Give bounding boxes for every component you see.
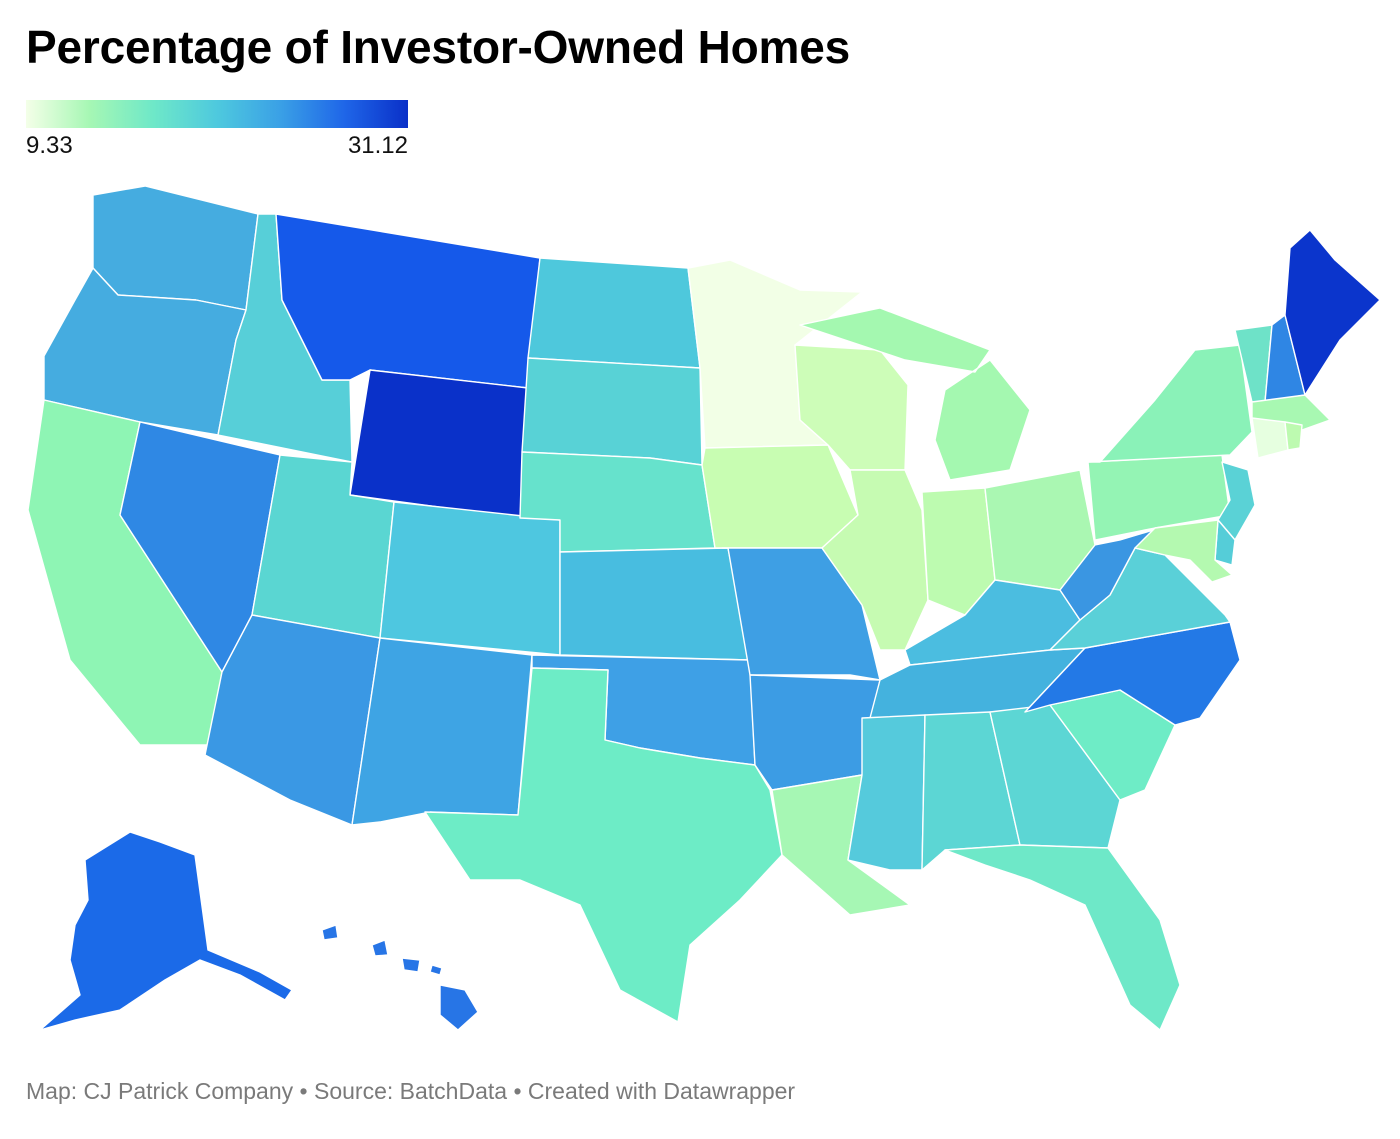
- tool-credit: Created with Datawrapper: [527, 1078, 796, 1104]
- footer-credits: Map: CJ Patrick Company • Source: BatchD…: [26, 1078, 795, 1105]
- footer-separator-2: •: [513, 1078, 522, 1104]
- state-illinois[interactable]: [821, 469, 929, 651]
- state-maryland[interactable]: [1134, 519, 1233, 583]
- legend-labels: 9.33 31.12: [26, 132, 408, 162]
- map-credit: Map: CJ Patrick Company: [26, 1078, 294, 1104]
- state-michigan[interactable]: [799, 307, 1031, 481]
- state-alaska[interactable]: [39, 831, 293, 1031]
- source-credit: Source: BatchData: [313, 1078, 508, 1104]
- page-title: Percentage of Investor-Owned Homes: [26, 21, 850, 73]
- state-south-dakota[interactable]: [521, 357, 703, 466]
- footer-separator: •: [299, 1078, 308, 1104]
- legend-gradient-bar: [26, 100, 408, 128]
- state-wyoming[interactable]: [349, 369, 529, 519]
- state-hawaii[interactable]: [321, 924, 479, 1031]
- state-new-york[interactable]: [1087, 344, 1253, 463]
- state-maine[interactable]: [1284, 229, 1381, 396]
- state-colorado[interactable]: [379, 501, 561, 656]
- legend-min-label: 9.33: [26, 132, 73, 159]
- state-rhode-island[interactable]: [1284, 421, 1303, 451]
- state-new-mexico[interactable]: [351, 637, 533, 826]
- state-north-dakota[interactable]: [527, 257, 701, 369]
- legend-max-label: 31.12: [347, 132, 408, 159]
- state-texas[interactable]: [424, 667, 783, 1023]
- state-washington[interactable]: [92, 185, 259, 311]
- state-florida[interactable]: [944, 844, 1181, 1031]
- state-connecticut[interactable]: [1251, 417, 1289, 459]
- state-montana[interactable]: [275, 213, 541, 389]
- state-iowa[interactable]: [701, 444, 859, 549]
- state-arkansas[interactable]: [749, 674, 881, 791]
- state-kansas[interactable]: [559, 547, 751, 661]
- color-legend: 9.33 31.12: [26, 100, 408, 162]
